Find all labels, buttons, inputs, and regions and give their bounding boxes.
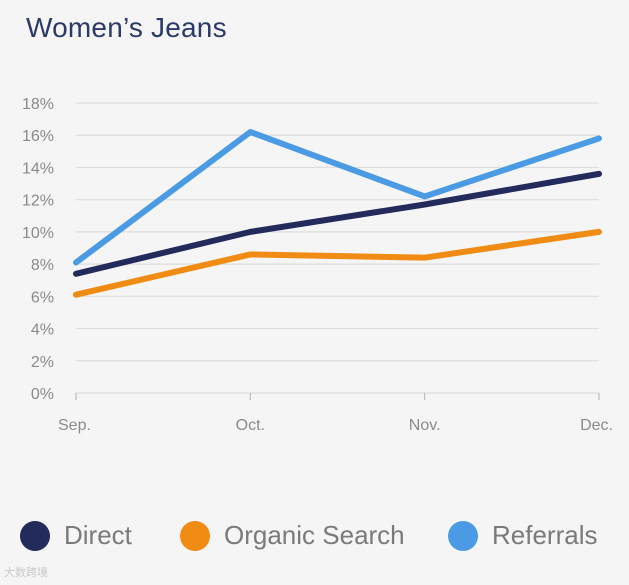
series-line-organic-search bbox=[73, 228, 602, 298]
watermark: 大数跨境 bbox=[4, 567, 48, 579]
y-tick-label: 8% bbox=[31, 257, 54, 274]
x-tick-label: Sep. bbox=[58, 417, 91, 434]
legend-label-organic-search: Organic Search bbox=[224, 520, 405, 550]
y-tick-label: 18% bbox=[22, 96, 54, 113]
y-tick-label: 4% bbox=[31, 322, 54, 339]
x-tick-label: Dec. bbox=[580, 417, 613, 434]
legend-swatch-referrals bbox=[448, 520, 478, 551]
legend-item-organic-search[interactable]: Organic Search bbox=[180, 520, 405, 551]
legend-item-referrals[interactable]: Referrals bbox=[448, 520, 597, 551]
series-line-direct bbox=[73, 170, 602, 277]
legend-label-direct: Direct bbox=[64, 520, 132, 550]
y-tick-label: 2% bbox=[31, 354, 54, 371]
y-tick-label: 6% bbox=[31, 289, 54, 306]
legend: Direct Organic Search Referrals bbox=[20, 520, 620, 560]
x-tick-label: Oct. bbox=[236, 417, 265, 434]
legend-label-referrals: Referrals bbox=[492, 520, 598, 550]
y-tick-label: 10% bbox=[22, 225, 54, 242]
legend-item-direct[interactable]: Direct bbox=[20, 520, 132, 551]
line-chart: 0% 2% 4% 6% 8% 10% 12% 14% 16% 18% Sep. Oct. Nov. Dec… bbox=[22, 96, 613, 434]
y-tick-label: 14% bbox=[22, 160, 54, 177]
y-tick-label: 16% bbox=[22, 128, 54, 145]
series-line-referrals bbox=[73, 129, 602, 266]
legend-swatch-direct bbox=[20, 520, 50, 551]
y-tick-label: 0% bbox=[31, 386, 54, 403]
legend-swatch-organic-search bbox=[180, 520, 210, 551]
x-tick-label: Nov. bbox=[409, 417, 441, 434]
chart-title: Women’s Jeans bbox=[26, 12, 227, 43]
y-tick-label: 12% bbox=[22, 193, 54, 210]
